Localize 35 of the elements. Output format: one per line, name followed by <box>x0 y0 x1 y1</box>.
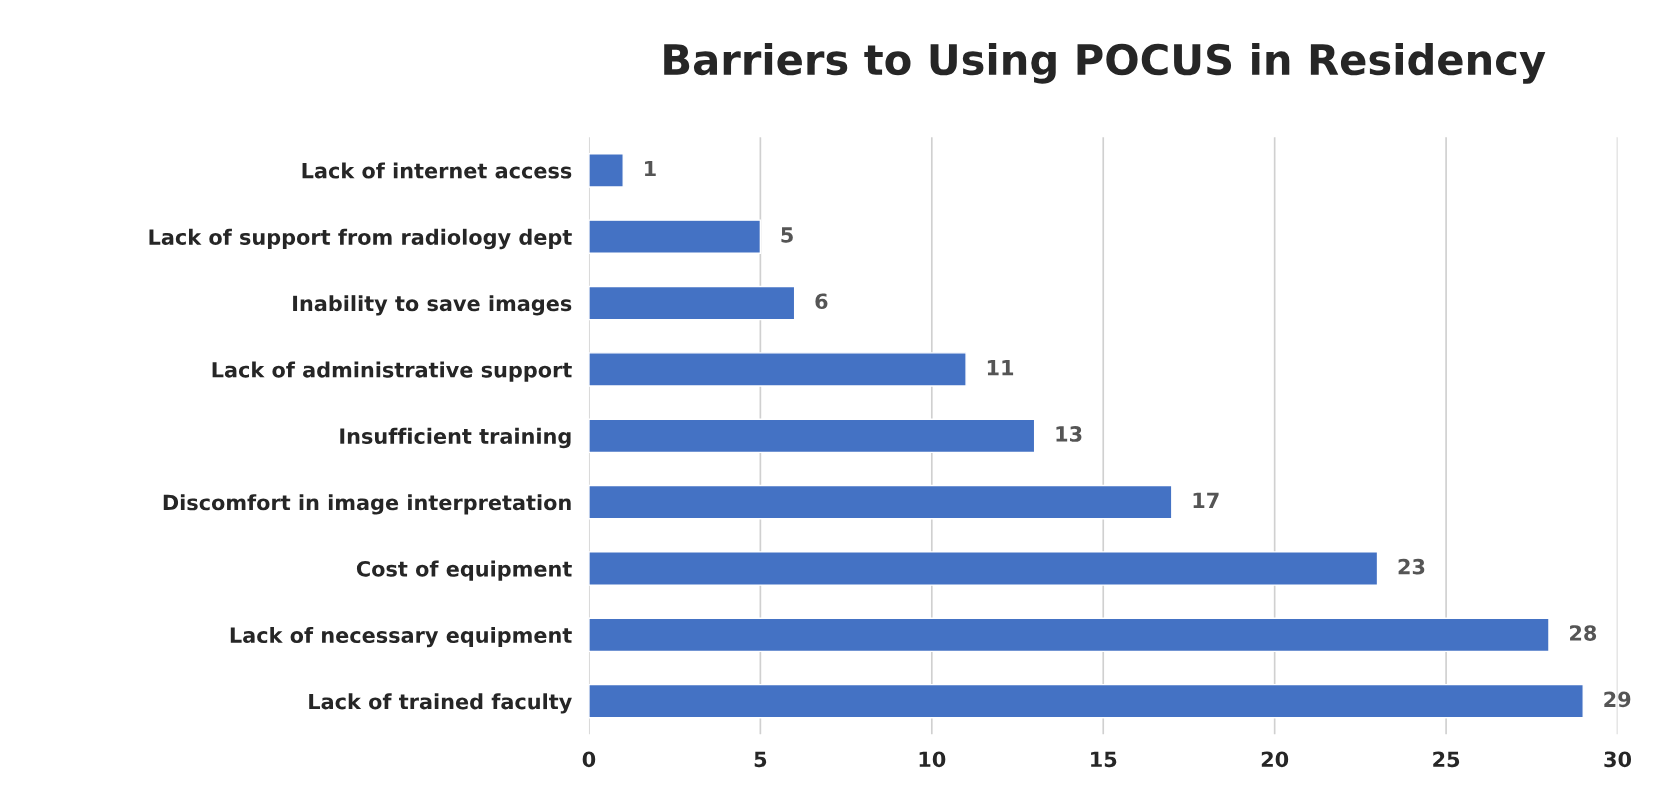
bar <box>588 484 1173 520</box>
data-label: 13 <box>1056 426 1082 442</box>
y-tick-label: Cost of equipment <box>356 560 572 581</box>
bar <box>588 418 1036 454</box>
x-tick-label: 20 <box>1261 751 1289 768</box>
chart-title: Barriers to Using POCUS in Residency <box>664 43 1546 84</box>
data-label: 17 <box>1193 492 1219 508</box>
x-tick-label: 15 <box>1091 751 1117 768</box>
data-label: 5 <box>781 227 793 243</box>
y-tick-label: Discomfort in image interpretation <box>163 494 571 515</box>
bar <box>588 683 1584 719</box>
bar <box>588 219 762 255</box>
y-tick-label: Lack of support from radiology dept <box>149 228 572 250</box>
y-tick-label: Lack of internet access <box>302 162 572 179</box>
data-label: 23 <box>1398 558 1425 575</box>
bar <box>588 551 1379 586</box>
data-label: 28 <box>1570 625 1597 641</box>
x-tick-label: 30 <box>1604 751 1632 768</box>
x-tick-label: 10 <box>919 751 946 768</box>
x-tick-label: 5 <box>754 751 767 768</box>
data-label: 29 <box>1604 691 1631 708</box>
data-label: 6 <box>815 293 828 310</box>
y-tick-label: Inability to save images <box>293 295 572 316</box>
bar <box>588 285 796 321</box>
data-label: 11 <box>987 359 1014 376</box>
y-tick-label: Lack of administrative support <box>212 361 572 382</box>
bar <box>588 352 967 387</box>
data-label: 1 <box>645 160 656 177</box>
bar <box>588 617 1550 653</box>
x-tick-label: 25 <box>1433 751 1460 768</box>
x-tick-label: 0 <box>582 751 596 768</box>
bar <box>588 153 624 188</box>
y-tick-label: Insufficient training <box>340 427 571 449</box>
y-tick-label: Lack of necessary equipment <box>230 626 572 648</box>
y-tick-label: Lack of trained faculty <box>309 693 572 714</box>
